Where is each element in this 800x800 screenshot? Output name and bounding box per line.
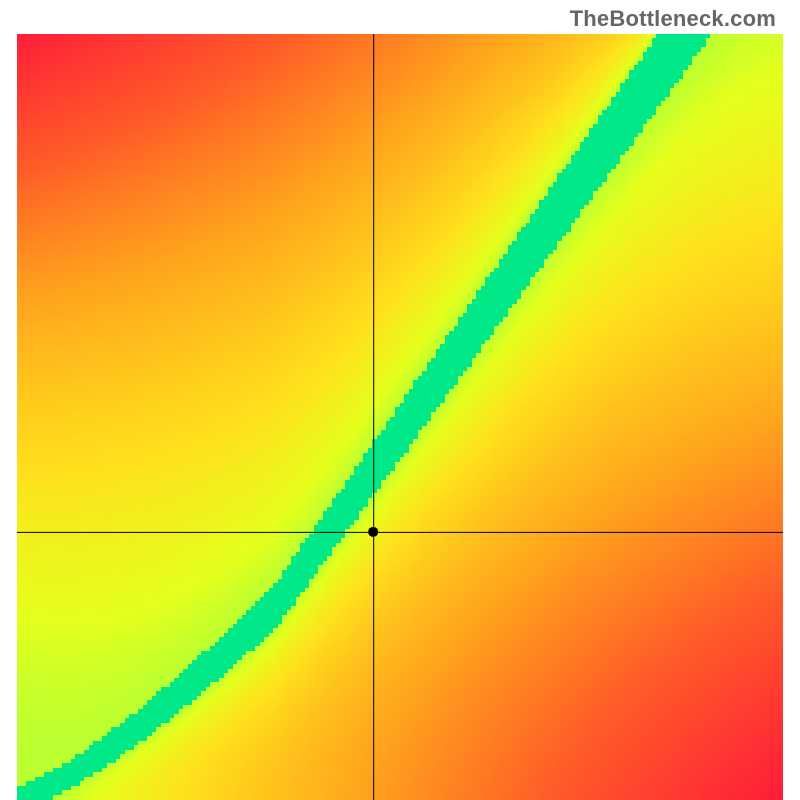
heatmap-canvas <box>17 34 783 800</box>
heatmap-frame <box>17 34 783 800</box>
watermark-text: TheBottleneck.com <box>570 6 776 32</box>
